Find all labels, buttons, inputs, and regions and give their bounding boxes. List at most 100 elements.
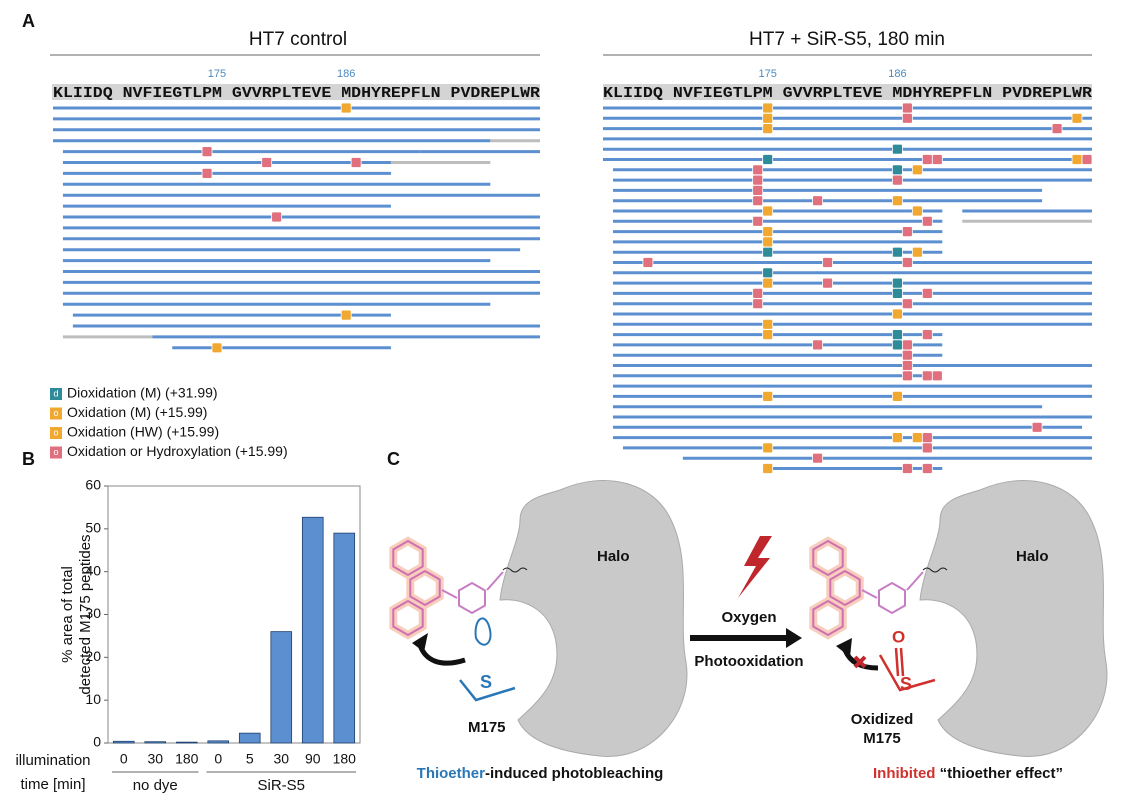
protein [919,480,1108,757]
bar [301,516,324,744]
modification [901,463,913,474]
modification [921,215,933,227]
modification [901,360,913,371]
legend-swatch [50,446,62,459]
linker [502,567,528,573]
modification [201,146,213,158]
modification [921,154,933,165]
modification [752,174,764,186]
modification [340,102,352,114]
y-tick-label: 30 [85,605,101,621]
modification [812,452,823,464]
modification [891,390,903,402]
modification [822,257,833,268]
x-tick-label: 0 [120,751,128,767]
legend-swatch [50,407,62,420]
bond [861,589,878,599]
position-label: 186 [888,68,906,80]
modification [762,267,774,279]
linker [922,567,948,573]
modification [762,112,774,124]
legend-symbol: o [53,427,58,437]
legend-label: Oxidation (M) (+15.99) [67,404,207,420]
arrow [417,644,466,666]
modification [921,287,933,299]
thioether [459,679,516,702]
caption: Thioether-induced photobleaching [417,765,664,782]
modification [752,184,764,196]
position-label: 175 [208,68,226,80]
atom-label: O [892,627,905,646]
legend-symbol: o [53,408,58,418]
modification [891,329,903,341]
bar [238,732,261,744]
modification [921,329,933,341]
modification [911,164,923,176]
modification [752,215,764,227]
legend-swatch [50,388,62,400]
atom-label: S [900,674,912,694]
y-tick-label: 40 [85,562,101,578]
modification [891,287,903,299]
modification [812,339,823,351]
bar [270,631,293,744]
bar [333,532,356,744]
arrow-head [786,628,802,648]
modification [921,442,933,454]
panel-label: C [387,449,400,469]
caption: Inhibited “thioether effect” [873,765,1063,782]
modification [901,257,913,268]
bond [894,647,900,677]
sequence-band [52,84,540,100]
sequence: KLIIDQ NVFIEGTLPM GVVRPLTEVE MDHYREPFLN … [603,86,1092,102]
legend-symbol: o [53,447,58,457]
reagent: Oxygen [721,609,776,626]
modification [1051,123,1063,134]
legend-label: Dioxidation (M) (+31.99) [67,385,218,401]
modification [762,226,774,238]
y-axis-label: % area of total [59,566,76,663]
modification [762,329,774,341]
panel-label: A [22,11,35,31]
x-tick-label: 30 [147,751,163,767]
legend-symbol: d [53,388,58,398]
legend-label: Oxidation or Hydroxylation (+15.99) [67,443,288,459]
sequence-band [603,84,1092,100]
x-axis-label: illumination [15,752,90,769]
modification [901,226,913,238]
x-axis-label: time [min] [20,776,85,793]
modification [891,246,903,258]
caption-text: -induced photobleaching [485,765,663,782]
x-tick-label: 0 [214,751,222,767]
residue-label: M175 [468,719,506,736]
modification [752,298,764,310]
modification [1071,154,1083,165]
modification [762,442,774,454]
modification [891,432,903,444]
modification [340,309,352,321]
modification [891,164,903,176]
ring [392,539,424,577]
modification [812,195,823,207]
modification [762,123,774,134]
residue-label: M175 [863,730,901,747]
modification [911,205,923,217]
modification [911,432,923,444]
modification [261,157,273,168]
bar [112,740,135,744]
modification [921,463,933,474]
scheme: Halo Halo S M175 Oxygen Photooxidation S… [389,480,1108,782]
bond [906,571,924,591]
ring [812,539,844,577]
modification [891,339,903,351]
ring [829,569,861,607]
modification [901,349,913,361]
residue-label: Oxidized [851,711,914,728]
protein [499,480,688,757]
ring [409,569,441,607]
modification [931,370,943,382]
modification [891,195,903,207]
modification [211,342,223,354]
y-tick-label: 10 [85,691,101,707]
